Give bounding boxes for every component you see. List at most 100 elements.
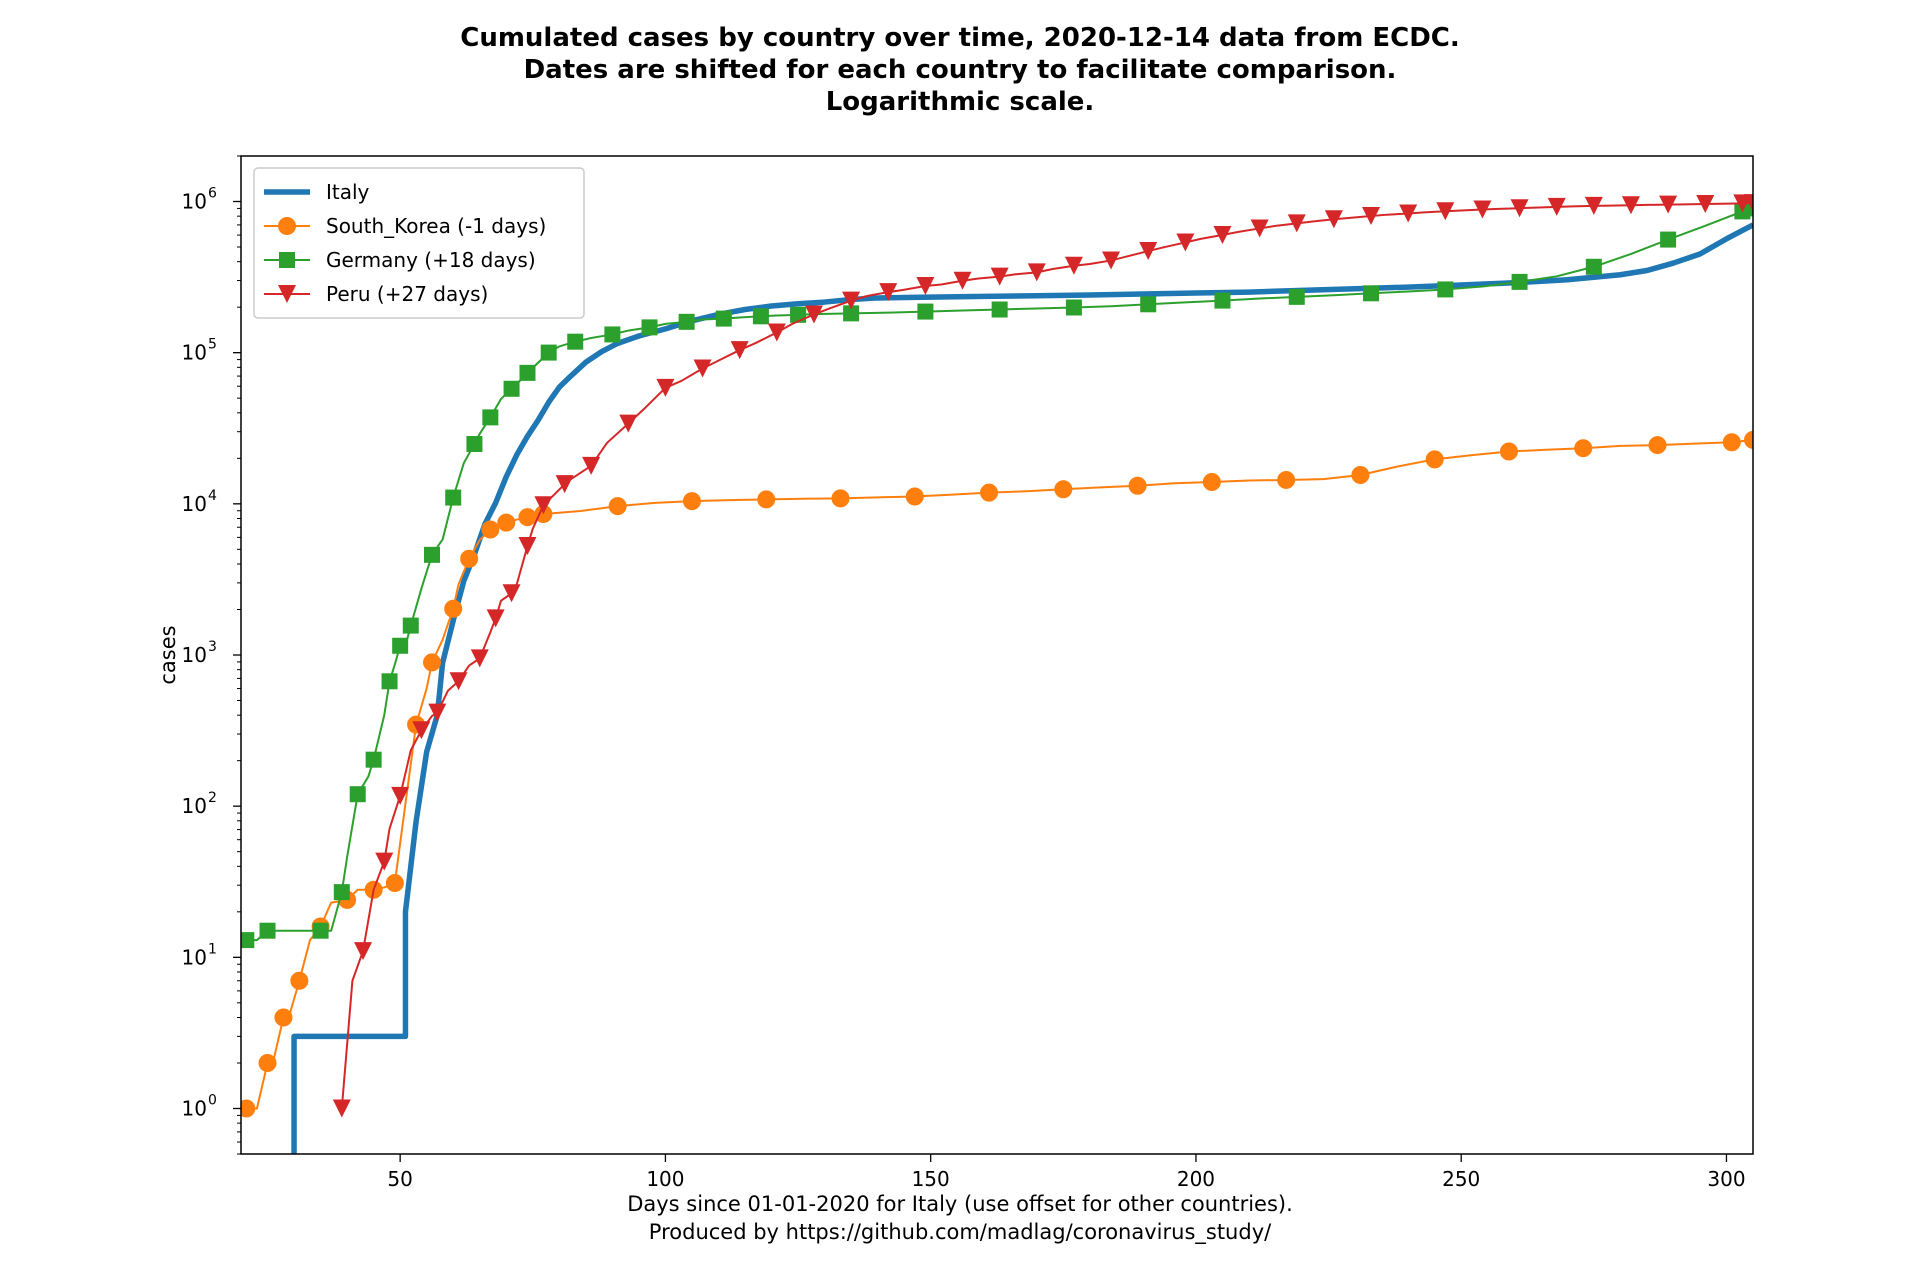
data-point: Germany (+18 days): 42, 120 (349, 786, 366, 803)
data-point: Peru (+27 days): 93, 33931 (619, 414, 638, 433)
data-point: Germany (+18 days): 219, 234000 (1288, 288, 1305, 305)
data-point: Germany (+18 days): 111, 168000 (715, 310, 732, 327)
series-3: Peru (+27 days): 39, 1 Peru (+27 days): 4… (332, 194, 1753, 1118)
y-tick-label: 10 3 (182, 639, 217, 667)
data-point: South_Korea (-1 days): 301, 25543 (1722, 433, 1741, 452)
legend-entry: Italy (264, 180, 370, 204)
legend-entry: Germany (+18 days) (264, 248, 536, 272)
y-tick-label: 10 4 (182, 488, 217, 516)
y-tick-exponent: 4 (208, 488, 217, 504)
y-tick-label: 10 6 (182, 186, 217, 214)
legend-label: South_Korea (-1 days) (326, 214, 546, 238)
data-point: South_Korea (-1 days): 287, 24476 (1648, 436, 1667, 455)
data-point: South_Korea (-1 days): 67, 6767 (481, 520, 500, 539)
series-line (291, 222, 1753, 1154)
data-point: Peru (+27 days): 149, 275989 (916, 277, 935, 296)
series-2: Germany (+18 days): 21, 13 Germany (+18 d… (241, 200, 1753, 949)
data-point: Peru (+27 days): 247, 862000 (1436, 202, 1455, 221)
data-point: Germany (+18 days): 74, 73522 (519, 364, 536, 381)
data-point: South_Korea (-1 days): 119, 10694 (757, 490, 776, 509)
data-point: Germany (+18 days): 67, 37323 (482, 409, 499, 426)
title-line-1: Cumulated cases by country over time, 20… (460, 23, 1460, 53)
data-point: South_Korea (-1 days): 175, 12484 (1054, 480, 1073, 499)
y-tick-base: 10 (182, 341, 207, 365)
data-point: Germany (+18 days): 52, 1565 (402, 617, 419, 634)
data-point: South_Korea (-1 days): 91, 9661 (608, 497, 627, 516)
data-point: Germany (+18 days): 48, 670 (381, 673, 398, 690)
data-point: South_Korea (-1 days): 133, 10874 (831, 489, 850, 508)
y-tick-exponent: 2 (208, 790, 217, 806)
data-point: South_Korea (-1 days): 21, 1 (241, 1099, 256, 1118)
data-point: South_Korea (-1 days): 49, 31 (385, 874, 404, 893)
y-tick-base: 10 (182, 643, 207, 667)
y-axis-label: cases (156, 625, 180, 684)
data-point: Peru (+27 days): 61, 671 (449, 672, 468, 691)
data-point: Germany (+18 days): 60, 10999 (445, 489, 462, 506)
data-point: Germany (+18 days): 35, 15 (312, 922, 329, 939)
data-point: South_Korea (-1 days): 217, 14389 (1277, 470, 1296, 489)
data-point: South_Korea (-1 days): 31, 7 (290, 971, 309, 990)
data-point: Peru (+27 days): 226, 762865 (1324, 210, 1343, 229)
data-point: Peru (+27 days): 81, 13489 (555, 475, 574, 494)
legend-swatch-marker (278, 285, 296, 303)
legend-label: Germany (+18 days) (326, 248, 536, 272)
y-tick-base: 10 (182, 492, 207, 516)
data-point: Peru (+27 days): 54, 318 (412, 721, 431, 740)
data-point: South_Korea (-1 days): 70, 7513 (497, 513, 516, 532)
series-layer: South_Korea (-1 days): 21, 1 South_Korea … (241, 194, 1753, 1154)
data-point: Peru (+27 days): 282, 945000 (1621, 196, 1640, 215)
data-point: Germany (+18 days): 233, 247000 (1363, 285, 1380, 302)
data-point: Germany (+18 days): 25, 15 (259, 922, 276, 939)
y-tick-label: 10 0 (182, 1092, 217, 1120)
data-point: Peru (+27 days): 121, 135905 (767, 323, 786, 342)
data-point: Peru (+27 days): 198, 535946 (1176, 233, 1195, 252)
data-point: South_Korea (-1 days): 60, 2022 (444, 599, 463, 618)
data-point: Germany (+18 days): 83, 118235 (567, 333, 584, 350)
data-point: South_Korea (-1 days): 63, 4335 (460, 549, 479, 568)
data-point: Germany (+18 days): 163, 193000 (991, 301, 1008, 318)
title-line-3: Logarithmic scale. (825, 87, 1095, 117)
data-point: Peru (+27 days): 275, 935000 (1584, 196, 1603, 215)
data-point: Peru (+27 days): 43, 11 (354, 942, 373, 961)
data-point: Germany (+18 days): 191, 209000 (1140, 296, 1157, 313)
data-point: Peru (+27 days): 39, 1 (332, 1099, 351, 1118)
data-point: Peru (+27 days): 68, 1746 (486, 609, 505, 628)
data-point: Germany (+18 days): 78, 100123 (540, 344, 557, 361)
data-point: South_Korea (-1 days): 305, 26500 (1744, 430, 1753, 449)
legend-label: Italy (326, 180, 370, 204)
data-point: Germany (+18 days): 21, 13 (241, 932, 255, 949)
data-point: Germany (+18 days): 135, 182000 (843, 305, 860, 322)
data-point: Peru (+27 days): 261, 903000 (1510, 199, 1529, 218)
data-point: South_Korea (-1 days): 161, 11852 (980, 483, 999, 502)
data-point: Germany (+18 days): 289, 560000 (1660, 231, 1677, 248)
data-point: Peru (+27 days): 128, 178914 (804, 305, 823, 324)
data-point: Peru (+27 days): 254, 886000 (1473, 200, 1492, 219)
y-tick-base: 10 (182, 794, 207, 818)
data-point: Germany (+18 days): 247, 262000 (1437, 281, 1454, 298)
data-point: South_Korea (-1 days): 273, 23341 (1574, 439, 1593, 458)
data-point: Germany (+18 days): 64, 24873 (466, 436, 483, 453)
data-point: Peru (+27 days): 65, 950 (470, 649, 489, 668)
data-point: Germany (+18 days): 205, 221000 (1214, 292, 1231, 309)
data-point: Peru (+27 days): 233, 802000 (1362, 206, 1381, 225)
legend-entry: Peru (+27 days) (264, 282, 488, 306)
data-point: Peru (+27 days): 191, 470157 (1139, 242, 1158, 261)
data-point: South_Korea (-1 days): 189, 13181 (1128, 476, 1147, 495)
data-point: Peru (+27 days): 77, 9784 (534, 496, 553, 515)
data-point: Peru (+27 days): 289, 954000 (1659, 195, 1678, 214)
data-point: Peru (+27 days): 240, 833000 (1399, 204, 1418, 223)
data-point: South_Korea (-1 days): 25, 2 (258, 1053, 277, 1072)
data-point: South_Korea (-1 days): 147, 11190 (905, 487, 924, 506)
data-point: Peru (+27 days): 135, 220749 (842, 291, 861, 310)
x-tick-label: 50 (387, 1167, 412, 1191)
data-point: Peru (+27 days): 177, 375961 (1064, 256, 1083, 275)
data-point: Germany (+18 days): 45, 203 (365, 751, 382, 768)
y-tick-label: 10 5 (182, 337, 217, 365)
series-line (340, 202, 1753, 1109)
data-point: Peru (+27 days): 163, 318549 (990, 267, 1009, 286)
data-point: Peru (+27 days): 212, 663437 (1250, 219, 1269, 238)
data-point: Germany (+18 days): 275, 370000 (1585, 258, 1602, 275)
data-point: Peru (+27 days): 71, 2561 (502, 584, 521, 603)
